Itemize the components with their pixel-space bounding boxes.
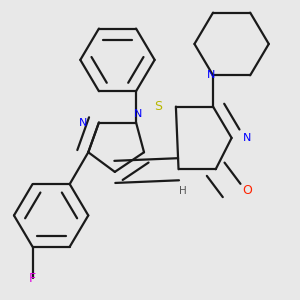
Text: H: H: [179, 186, 187, 197]
Text: N: N: [207, 70, 215, 80]
Text: N: N: [243, 133, 251, 143]
Text: O: O: [242, 184, 252, 197]
Text: N: N: [134, 109, 142, 119]
Text: N: N: [79, 118, 88, 128]
Text: S: S: [154, 100, 162, 113]
Text: F: F: [29, 272, 36, 285]
